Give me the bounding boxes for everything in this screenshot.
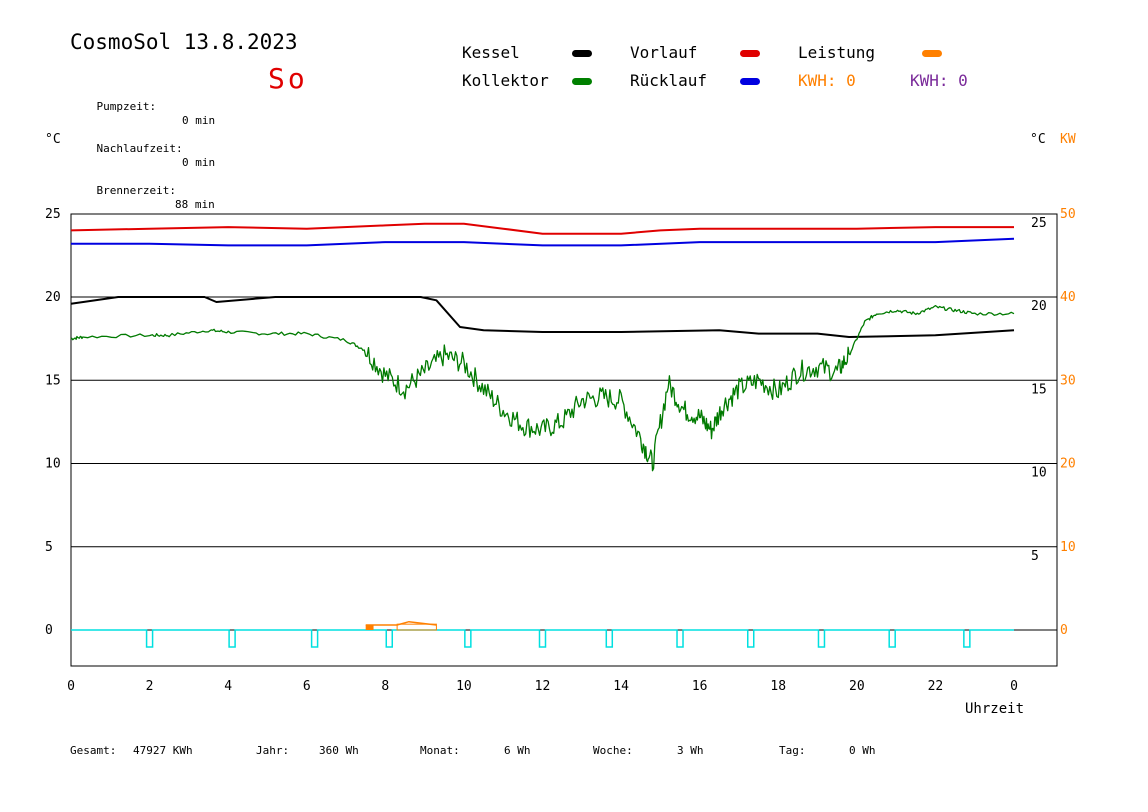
series-line — [70, 296, 1015, 338]
right-axis-unit-kw: KW — [1060, 132, 1076, 147]
kwh-leistung-value: KWH: 0 — [798, 71, 856, 90]
info-block: Pumpzeit: 0 min Nachlaufzeit: 0 min Bren… — [70, 58, 216, 211]
nachlaufzeit-value: 0 min — [182, 156, 216, 169]
x-axis-label: Uhrzeit — [965, 701, 1025, 717]
x-tick-label: 4 — [224, 679, 232, 694]
y-tick-left: 5 — [45, 540, 53, 555]
y-tick-right-temp: 25 — [1031, 216, 1047, 231]
plot-frame — [70, 213, 1058, 667]
x-tick-label: 0 — [67, 679, 75, 694]
y-tick-right-temp: 20 — [1031, 299, 1047, 314]
power-block — [396, 623, 437, 631]
x-tick-label: 10 — [456, 679, 472, 694]
x-tick-label: 22 — [928, 679, 944, 694]
pumpzeit-value: 0 min — [182, 114, 216, 127]
pump-pulse-line — [71, 629, 1014, 648]
x-tick-label: 12 — [535, 679, 551, 694]
legend-label-leistung: Leistung — [798, 43, 876, 62]
footer-tag-label: Tag: — [779, 744, 806, 757]
series-line — [71, 237, 1015, 247]
series-rücklauf — [71, 237, 1015, 247]
legend-swatch-leistung — [922, 50, 942, 57]
y-tick-right-kw: 30 — [1060, 373, 1076, 388]
pump-pulse-series — [71, 629, 1014, 648]
legend-swatch-kollektor — [572, 78, 592, 85]
nachlaufzeit-label: Nachlaufzeit: — [96, 142, 183, 155]
x-tick-label: 2 — [146, 679, 154, 694]
y-tick-right-kw: 50 — [1060, 207, 1076, 222]
brennerzeit-value: 88 min — [175, 198, 215, 211]
power-block — [365, 625, 374, 630]
kwh-total-value: KWH: 0 — [910, 71, 968, 90]
legend-swatch-kessel — [572, 50, 592, 57]
legend-label-vorlauf: Vorlauf — [630, 43, 698, 62]
legend-label-kollektor: Kollektor — [462, 71, 549, 90]
footer-tag-value: 0 Wh — [849, 744, 876, 757]
series-line — [70, 304, 1015, 472]
y-tick-right-kw: 20 — [1060, 457, 1076, 472]
left-axis-unit: °C — [45, 132, 61, 147]
footer-woche-value: 3 Wh — [677, 744, 704, 757]
y-tick-left: 25 — [45, 207, 61, 222]
footer-jahr-value: 360 Wh — [319, 744, 359, 757]
y-tick-right-temp: 15 — [1031, 382, 1047, 397]
y-tick-right-temp: 5 — [1031, 549, 1039, 564]
y-tick-right-temp: 10 — [1031, 466, 1047, 481]
weekday-label: So — [268, 62, 308, 95]
y-tick-left: 0 — [45, 623, 53, 638]
x-tick-label: 20 — [849, 679, 865, 694]
chart-title: CosmoSol 13.8.2023 — [70, 30, 298, 54]
footer-jahr-label: Jahr: — [256, 744, 290, 757]
x-tick-label: 6 — [303, 679, 311, 694]
right-axis-unit: °C — [1030, 132, 1046, 147]
x-tick-label: 18 — [770, 679, 786, 694]
y-tick-right-kw: 40 — [1060, 290, 1076, 305]
brennerzeit-label: Brennerzeit: — [96, 184, 176, 197]
footer-gesamt-label: Gesamt: — [70, 744, 117, 757]
legend-label-kessel: Kessel — [462, 43, 520, 62]
series-vorlauf — [70, 222, 1014, 235]
series-line — [70, 222, 1014, 235]
y-tick-left: 10 — [45, 457, 61, 472]
y-tick-right-kw: 0 — [1060, 623, 1068, 638]
footer-woche-label: Woche: — [593, 744, 633, 757]
y-tick-left: 15 — [45, 373, 61, 388]
footer-monat-label: Monat: — [420, 744, 460, 757]
y-tick-right-kw: 10 — [1060, 540, 1076, 555]
x-tick-label: 14 — [613, 679, 629, 694]
footer-gesamt-value: 47927 KWh — [133, 744, 193, 757]
legend-swatch-vorlauf — [740, 50, 760, 57]
x-tick-label: 16 — [692, 679, 708, 694]
x-tick-label: 8 — [381, 679, 389, 694]
x-tick-label: 0 — [1010, 679, 1018, 694]
series-kessel — [70, 296, 1015, 338]
series-kollektor — [70, 304, 1015, 472]
series-leistung — [365, 620, 437, 631]
y-tick-left: 20 — [45, 290, 61, 305]
legend-swatch-ruecklauf — [740, 78, 760, 85]
pumpzeit-label: Pumpzeit: — [96, 100, 157, 113]
footer-monat-value: 6 Wh — [504, 744, 531, 757]
legend-label-ruecklauf: Rücklauf — [630, 71, 708, 90]
